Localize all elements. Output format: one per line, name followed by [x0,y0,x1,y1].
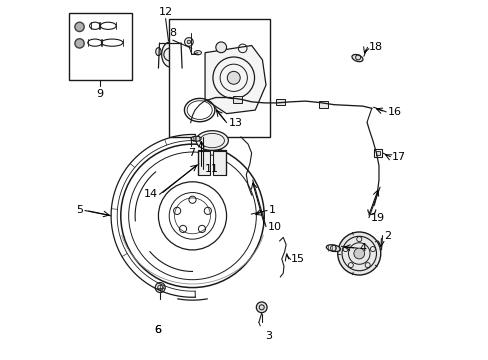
Text: 14: 14 [143,189,158,199]
Ellipse shape [194,50,201,55]
Circle shape [187,40,190,44]
Ellipse shape [155,48,161,55]
Text: 15: 15 [290,254,304,264]
Circle shape [215,42,226,53]
Ellipse shape [162,42,179,67]
Bar [213,151,225,175]
Text: 5: 5 [76,206,83,216]
Bar [169,19,269,137]
Circle shape [227,71,240,84]
Text: 1: 1 [268,206,275,216]
Circle shape [155,283,165,293]
Text: 12: 12 [158,7,172,17]
Text: 19: 19 [370,213,384,222]
Ellipse shape [196,131,228,150]
Bar [276,99,284,105]
Bar [319,101,327,108]
Bar [198,151,210,175]
Text: 17: 17 [391,152,406,162]
Circle shape [75,22,84,32]
Text: 10: 10 [267,222,281,231]
Ellipse shape [325,245,340,252]
Circle shape [256,302,266,313]
Circle shape [353,248,364,259]
Text: 6: 6 [154,325,161,335]
Ellipse shape [191,136,201,141]
Text: 3: 3 [265,330,272,341]
Text: 13: 13 [228,118,242,128]
Text: 8: 8 [169,28,176,39]
Text: 2: 2 [384,231,391,240]
Text: 11: 11 [204,164,218,174]
Circle shape [337,232,380,275]
Bar [373,149,382,157]
Bar [69,13,131,80]
Circle shape [75,39,84,48]
Polygon shape [204,45,265,114]
Text: 16: 16 [387,107,401,117]
Text: 7: 7 [187,148,195,158]
Text: 18: 18 [368,42,383,52]
Bar [233,96,241,103]
Text: 6: 6 [154,325,161,335]
Ellipse shape [179,48,184,55]
Text: 9: 9 [97,89,103,99]
Ellipse shape [351,54,362,62]
Text: 4: 4 [359,243,366,253]
Bar [376,151,379,155]
